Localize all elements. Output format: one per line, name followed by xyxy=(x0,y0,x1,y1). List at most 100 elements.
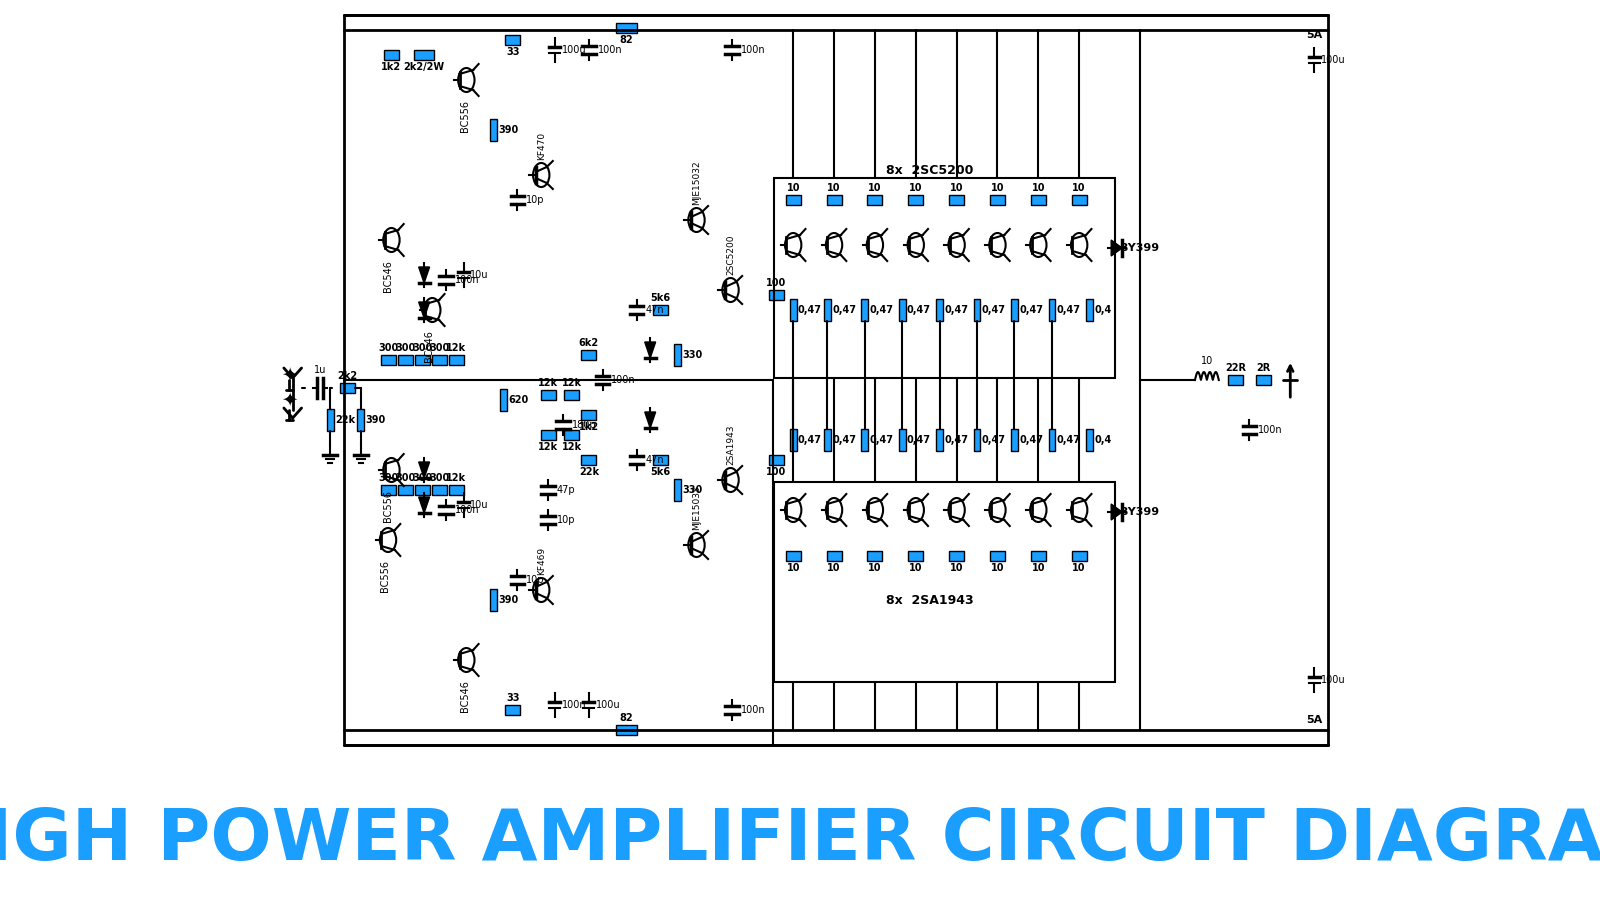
Bar xyxy=(490,589,498,611)
Text: 82: 82 xyxy=(619,713,634,723)
Text: 10: 10 xyxy=(827,563,840,573)
Text: 2R: 2R xyxy=(1256,363,1270,373)
Bar xyxy=(581,455,597,465)
Bar xyxy=(1229,375,1243,385)
Text: 330: 330 xyxy=(682,350,702,360)
Bar xyxy=(1072,195,1086,205)
Bar xyxy=(824,429,830,451)
Text: 100n: 100n xyxy=(611,375,637,385)
Polygon shape xyxy=(419,267,429,283)
Text: 47p: 47p xyxy=(557,485,576,495)
Bar xyxy=(1256,375,1270,385)
Text: KF469: KF469 xyxy=(536,547,546,575)
Text: 10: 10 xyxy=(909,563,923,573)
Polygon shape xyxy=(1110,240,1122,256)
Text: ✦: ✦ xyxy=(282,390,298,409)
Bar xyxy=(768,455,784,465)
Text: 5k6: 5k6 xyxy=(650,293,670,303)
Text: 0,47: 0,47 xyxy=(1056,305,1080,315)
Bar xyxy=(1030,195,1046,205)
Text: 0,47: 0,47 xyxy=(832,435,856,445)
Text: 12k: 12k xyxy=(562,442,582,452)
Bar xyxy=(414,485,429,495)
Text: 100n: 100n xyxy=(741,705,765,715)
Text: 300: 300 xyxy=(378,473,398,483)
Bar xyxy=(867,195,882,205)
Text: 2SC5200: 2SC5200 xyxy=(726,234,734,275)
Bar xyxy=(827,551,842,561)
Text: ✦: ✦ xyxy=(282,366,298,385)
Text: 0,47: 0,47 xyxy=(982,435,1006,445)
Bar xyxy=(490,119,498,141)
Bar xyxy=(501,389,507,411)
Text: 0,47: 0,47 xyxy=(907,305,931,315)
Text: BC556: BC556 xyxy=(459,100,470,132)
Bar xyxy=(1011,429,1018,451)
Text: BC546: BC546 xyxy=(382,260,394,292)
Text: 100u: 100u xyxy=(562,45,586,55)
Bar xyxy=(384,50,398,60)
Text: 10: 10 xyxy=(950,563,963,573)
Text: 10p: 10p xyxy=(557,515,576,525)
Text: 0,47: 0,47 xyxy=(944,305,968,315)
Text: 1k2: 1k2 xyxy=(381,62,402,72)
Bar xyxy=(909,195,923,205)
Text: 5k6: 5k6 xyxy=(650,467,670,477)
Text: 2k2/2W: 2k2/2W xyxy=(403,62,445,72)
Bar xyxy=(674,344,682,366)
Text: 22k: 22k xyxy=(579,467,598,477)
Bar xyxy=(909,551,923,561)
Text: 2SA1943: 2SA1943 xyxy=(726,424,734,465)
Polygon shape xyxy=(645,412,656,428)
Bar xyxy=(506,35,520,45)
Text: 12k: 12k xyxy=(562,378,582,388)
Bar xyxy=(861,299,869,321)
Bar xyxy=(581,410,597,420)
Text: 10: 10 xyxy=(1032,183,1045,193)
Text: 100u: 100u xyxy=(1322,55,1346,65)
Bar xyxy=(1048,299,1056,321)
Text: 390: 390 xyxy=(498,595,518,605)
Text: 300: 300 xyxy=(395,343,414,353)
Text: 620: 620 xyxy=(509,395,530,405)
Text: 390: 390 xyxy=(498,125,518,135)
Text: 0,47: 0,47 xyxy=(982,305,1006,315)
Polygon shape xyxy=(419,462,429,478)
Text: 1u: 1u xyxy=(314,365,326,375)
Bar xyxy=(1011,299,1018,321)
Text: 5A: 5A xyxy=(1306,30,1322,40)
Bar xyxy=(990,195,1005,205)
Text: 180p: 180p xyxy=(571,420,597,430)
Bar xyxy=(357,409,365,431)
Text: BC556: BC556 xyxy=(382,490,394,522)
Text: 300: 300 xyxy=(378,343,398,353)
Bar xyxy=(949,195,965,205)
Bar xyxy=(786,551,800,561)
Text: 10p: 10p xyxy=(526,195,544,205)
Bar xyxy=(448,485,464,495)
Text: 22R: 22R xyxy=(1226,363,1246,373)
Bar xyxy=(432,485,446,495)
Text: 12k: 12k xyxy=(446,343,466,353)
Text: 10: 10 xyxy=(909,183,923,193)
Text: 0,47: 0,47 xyxy=(832,305,856,315)
Text: 33: 33 xyxy=(506,47,520,57)
Bar xyxy=(949,551,965,561)
Bar xyxy=(824,299,830,321)
Text: 100n: 100n xyxy=(454,275,480,285)
Text: MJE15032: MJE15032 xyxy=(691,160,701,205)
Text: 10: 10 xyxy=(787,563,800,573)
Text: 100n: 100n xyxy=(741,45,765,55)
Bar xyxy=(565,430,579,440)
Text: 100n: 100n xyxy=(1258,425,1283,435)
Bar xyxy=(1048,429,1056,451)
Text: 0,47: 0,47 xyxy=(1019,305,1043,315)
Text: MJE15033: MJE15033 xyxy=(691,485,701,530)
Bar xyxy=(581,350,597,360)
Text: 10: 10 xyxy=(1032,563,1045,573)
Text: BC556: BC556 xyxy=(379,560,390,592)
Polygon shape xyxy=(1110,504,1122,520)
Text: 10: 10 xyxy=(1072,183,1086,193)
Text: 300: 300 xyxy=(429,343,450,353)
Bar xyxy=(653,305,667,315)
